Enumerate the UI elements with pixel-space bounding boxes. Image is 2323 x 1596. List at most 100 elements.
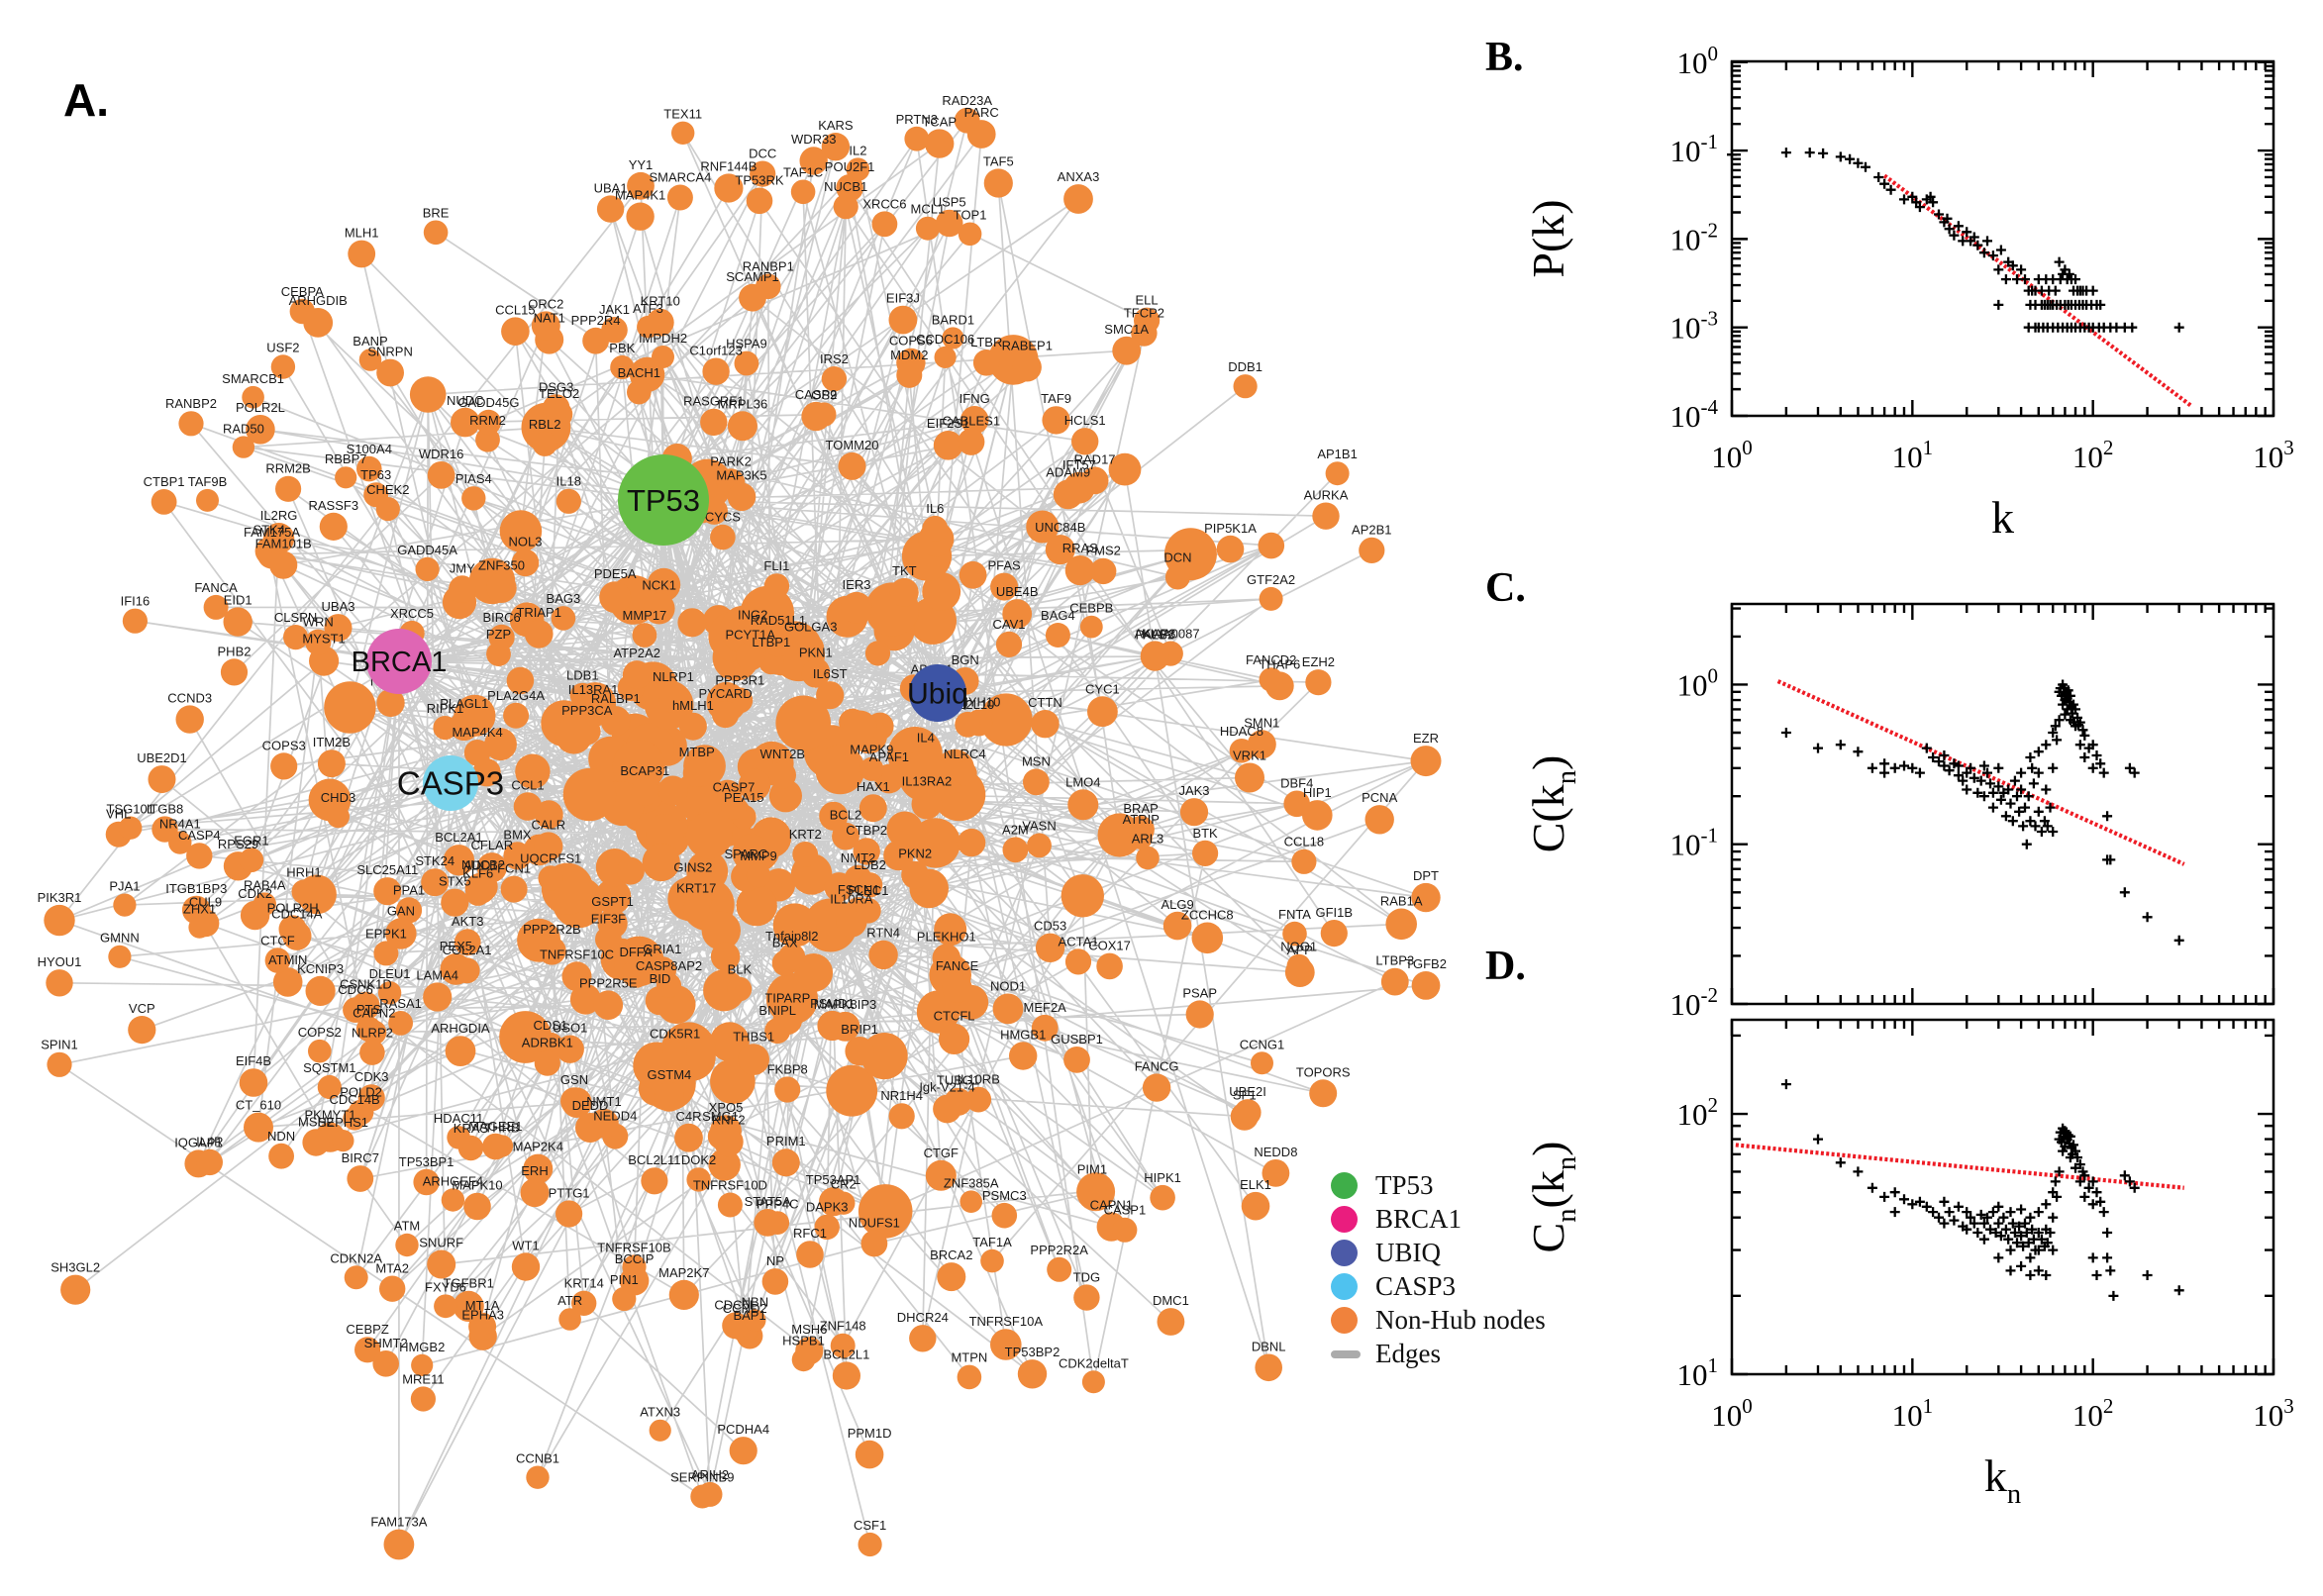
non-hub-node — [534, 832, 563, 861]
legend-item-label: BRCA1 — [1375, 1204, 1463, 1234]
non-hub-node — [1282, 921, 1307, 947]
node-label: MSN — [1022, 754, 1051, 769]
node-label: PARK2 — [710, 453, 752, 468]
node-label: CCL18 — [1284, 835, 1324, 849]
node-label: PLAGL1 — [440, 696, 488, 711]
node-label: C4R — [675, 1109, 701, 1124]
non-hub-node — [358, 349, 382, 371]
non-hub-node — [922, 515, 949, 542]
non-hub-node — [1027, 833, 1052, 858]
non-hub-node — [423, 220, 449, 246]
non-hub-node — [239, 1068, 268, 1097]
node-label: ARIH2 — [691, 1467, 729, 1482]
node-label: FSCN1 — [838, 882, 880, 897]
node-label: SHMT2 — [364, 1336, 408, 1350]
non-hub-node — [697, 1481, 723, 1507]
node-label: hMLH1 — [672, 698, 714, 713]
node-label: CALR — [531, 817, 565, 832]
non-hub-node — [427, 1249, 456, 1279]
node-label: AKAP8 — [1134, 627, 1175, 642]
node-label: VRK1 — [1233, 748, 1266, 763]
non-hub-node — [1411, 882, 1441, 913]
tick-label: 103 — [2253, 1394, 2294, 1433]
non-hub-node — [447, 1126, 470, 1149]
non-hub-node — [262, 523, 295, 554]
node-label: EIF4B — [236, 1053, 271, 1068]
non-hub-node — [1191, 922, 1224, 954]
edge-swatch — [1331, 1349, 1361, 1358]
node-label: EZH2 — [1302, 654, 1335, 669]
node-label: NOL3 — [509, 535, 543, 549]
node-label: IRS2 — [820, 351, 849, 366]
node-label: POLD2 — [340, 1085, 382, 1100]
non-hub-node — [347, 1165, 374, 1192]
non-hub-node — [925, 129, 955, 158]
non-hub-node — [778, 943, 806, 970]
non-hub-node — [1142, 1073, 1171, 1102]
node-label: HDAC8 — [1220, 724, 1263, 739]
node-label: RANBP1 — [743, 259, 794, 274]
non-hub-node — [909, 1325, 937, 1352]
node-label: APAF1 — [869, 749, 909, 764]
non-hub-node — [736, 884, 777, 927]
non-hub-node — [376, 688, 405, 718]
node-label: BARD1 — [932, 312, 974, 327]
tick-label: 100 — [1677, 42, 1719, 80]
node-label: COL2A1 — [443, 943, 492, 957]
non-hub-node — [657, 775, 688, 806]
non-hub-node — [561, 961, 592, 992]
hub-ubiq: Ubiq — [907, 664, 968, 722]
node-label: VCP — [129, 1001, 155, 1016]
node-label: EPHA3 — [461, 1308, 504, 1323]
non-hub-node — [641, 1167, 668, 1195]
non-hub-node — [1017, 1359, 1048, 1389]
non-hub-node — [244, 1112, 273, 1143]
node-label: PHB2 — [218, 644, 252, 658]
node-label: PALB2 — [1136, 627, 1175, 642]
non-hub-node — [1305, 669, 1332, 696]
node-label: MEF2A — [1024, 1000, 1067, 1015]
node-label: FNTA — [1278, 907, 1311, 922]
node-label: CEBPZ — [346, 1322, 388, 1337]
non-hub-node — [511, 1252, 541, 1281]
non-hub-node — [674, 1123, 703, 1152]
node-label: THRB — [484, 1120, 519, 1135]
node-label: GADD45A — [397, 543, 457, 557]
node-label: RBBP7 — [325, 451, 367, 466]
node-label: PDE5A — [594, 566, 637, 581]
node-label: YY1 — [629, 157, 654, 172]
node-label: FANCE — [936, 958, 979, 973]
non-hub-node — [860, 1033, 908, 1080]
node-label: MAP2K4 — [513, 1140, 563, 1154]
node-label: STX5 — [439, 874, 471, 889]
node-label: PRIM1 — [766, 1134, 806, 1148]
non-hub-node — [1262, 1159, 1290, 1187]
legend-item-edges: Edges — [1331, 1339, 1546, 1368]
node-swatch — [1331, 1240, 1358, 1266]
node-label: PYCARD — [699, 686, 753, 701]
node-label: DCN — [1163, 550, 1191, 565]
node-label: BAP1 — [733, 1308, 765, 1323]
non-hub-node — [612, 740, 665, 793]
non-hub-node — [775, 695, 831, 751]
node-label: TOP1 — [954, 208, 987, 223]
non-hub-node — [1134, 307, 1161, 334]
node-label: PPM1D — [848, 1426, 892, 1441]
legend-item-label: TP53 — [1375, 1170, 1434, 1200]
non-hub-node — [815, 745, 865, 795]
non-hub-node — [1411, 971, 1441, 1000]
node-label: Tnfaip8l2 — [765, 929, 818, 944]
non-hub-node — [524, 619, 554, 648]
node-label: FXYD6 — [425, 1279, 466, 1294]
non-hub-node — [151, 489, 177, 515]
legend-item-label: CASP3 — [1375, 1271, 1457, 1301]
node-label: TAF9 — [1041, 391, 1071, 406]
node-label: AP1B1 — [1317, 447, 1357, 461]
node-label: PCDHA4 — [717, 1422, 769, 1437]
non-hub-node — [712, 701, 740, 729]
node-label: BANP — [353, 334, 387, 349]
node-label: NQO1 — [1280, 940, 1317, 954]
node-label: PTTG1 — [549, 1186, 590, 1201]
non-hub-node — [1157, 1308, 1185, 1336]
